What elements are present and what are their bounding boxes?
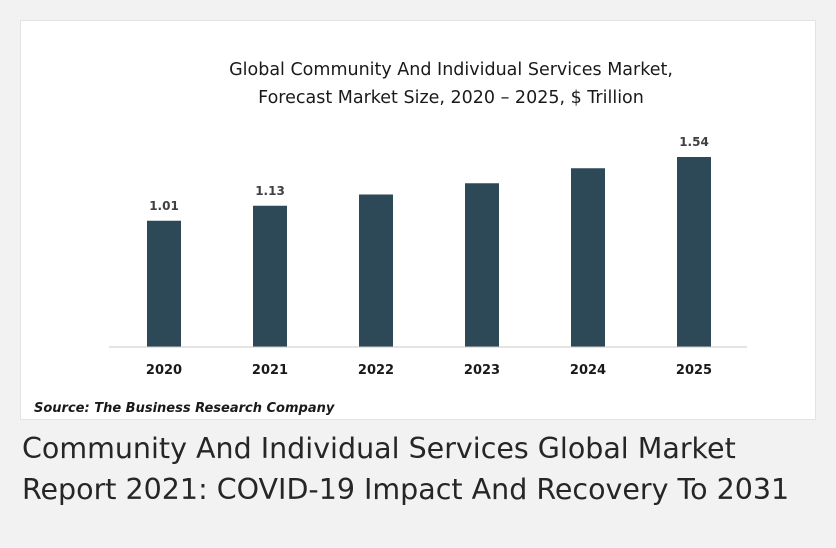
x-tick-label-2024: 2024 [570,363,606,378]
data-labels: 1.01 1.13 1.54 [149,135,709,213]
source-note: Source: The Business Research Company [34,401,335,416]
bars-group [147,157,711,347]
bar-2021 [253,205,287,347]
bar-2024 [571,168,605,347]
x-tick-label-2020: 2020 [146,363,182,378]
x-tick-label-2021: 2021 [252,363,288,378]
bar-2023 [465,183,499,347]
bar-2022 [359,194,393,347]
chart-title-line-2: Forecast Market Size, 2020 – 2025, $ Tri… [258,88,644,108]
bar-chart: Global Community And Individual Services… [34,60,747,416]
data-label-2021: 1.13 [255,184,285,198]
x-tick-label-2025: 2025 [676,363,712,378]
bar-2025 [677,157,711,347]
x-tick-label-2023: 2023 [464,363,500,378]
bar-2020 [147,220,181,347]
x-tick-labels: 2020 2021 2022 2023 2024 2025 [146,363,712,378]
chart-title-line-1: Global Community And Individual Services… [229,60,673,80]
x-tick-label-2022: 2022 [358,363,394,378]
caption-line-1: Community And Individual Services Global… [22,432,736,465]
chart-card: Global Community And Individual Services… [20,20,816,420]
data-label-2025: 1.54 [679,135,709,149]
data-label-2020: 1.01 [149,199,179,213]
report-caption: Community And Individual Services Global… [22,428,822,510]
caption-line-2: Report 2021: COVID-19 Impact And Recover… [22,473,790,506]
